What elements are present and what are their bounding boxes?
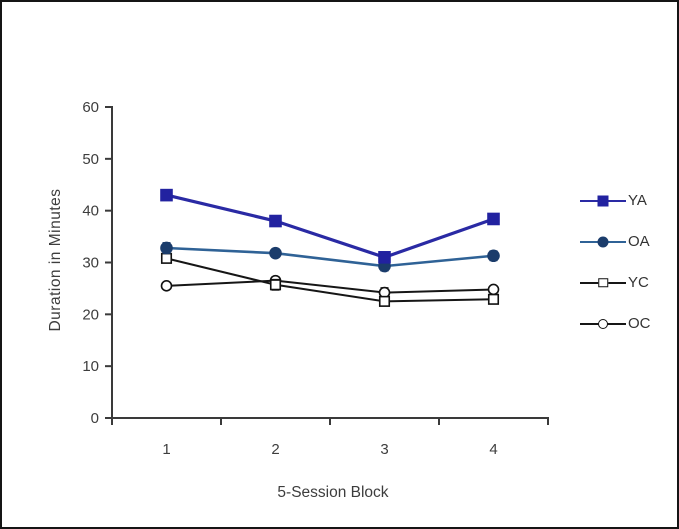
x-axis-title: 5-Session Block [277,484,389,501]
legend-item-ya: YA [580,192,651,209]
legend-label: YC [628,274,649,291]
marker-YA-3 [378,251,391,264]
y-tick-label: 20 [82,306,99,323]
legend-label: YA [628,192,647,209]
marker-OC-1 [160,280,173,292]
y-tick-label: 0 [91,410,99,427]
marker-OA-2 [269,246,282,260]
legend-label: OA [628,233,650,250]
legend-item-yc: YC [580,274,651,291]
legend-item-oc: OC [580,315,651,332]
series-line-OC [166,279,494,294]
open-circle-marker-icon [580,315,626,332]
x-tick-label: 2 [271,441,279,458]
x-tick-label: 1 [162,441,170,458]
series-line-YC [166,257,494,303]
marker-YA-1 [160,188,173,202]
y-tick-label: 10 [82,358,99,375]
open-square-marker-icon [580,274,626,291]
marker-YC-3 [378,295,391,307]
marker-YC-2 [269,279,282,291]
marker-OA-4 [487,249,500,263]
y-tick-label: 50 [82,151,99,168]
x-tick-label: 4 [489,441,497,458]
y-tick-label: 40 [82,203,99,220]
filled-circle-marker-icon [580,233,626,250]
y-axis-title: Duration in Minutes [47,188,64,332]
y-tick-label: 60 [82,99,99,116]
marker-OA-1 [160,241,173,255]
legend-item-oa: OA [580,233,651,250]
legend-label: OC [628,315,651,332]
marker-YA-2 [269,214,282,228]
marker-YA-4 [487,212,500,226]
marker-YC-1 [160,252,173,264]
x-tick-label: 3 [380,441,388,458]
filled-square-marker-icon [580,192,626,209]
legend: YA OA YC OC [580,192,651,332]
series-line-YA [166,193,495,260]
marker-OC-4 [487,283,500,296]
y-tick-label: 30 [82,255,99,272]
series-line-OA [166,246,494,268]
marker-YC-4 [487,293,500,305]
